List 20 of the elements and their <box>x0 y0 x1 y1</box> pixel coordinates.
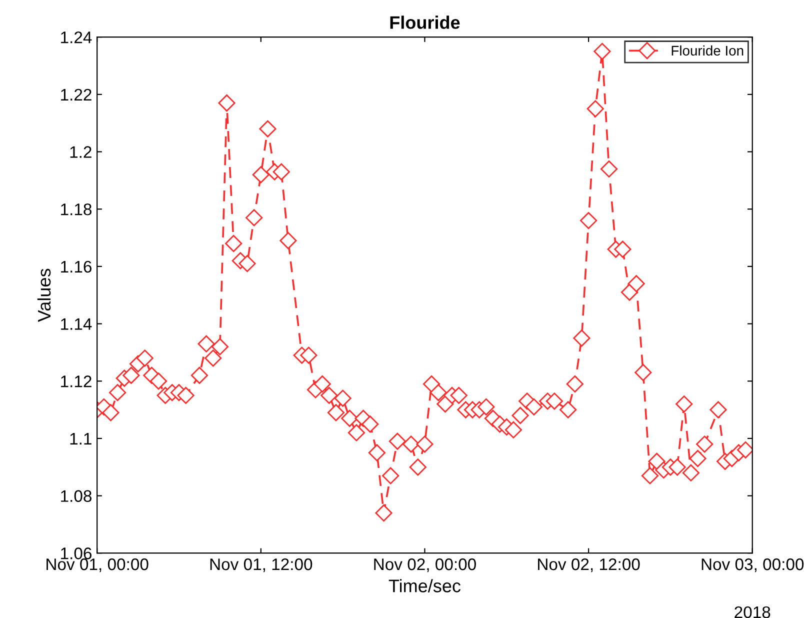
y-tick-label: 1.08 <box>61 490 92 502</box>
chart-title: Flouride <box>390 16 460 29</box>
x-tick-label: Nov 03, 00:00 <box>702 558 804 572</box>
y-tick-label: 1.06 <box>61 548 92 560</box>
x-axis-title: Time/sec <box>388 579 461 592</box>
y-tick-label: 1.18 <box>61 203 92 216</box>
y-tick-label: 1.2 <box>70 146 92 158</box>
y-tick-label: 1.14 <box>61 318 92 330</box>
y-axis-title: Values <box>37 268 51 322</box>
x-tick-label: Nov 01, 12:00 <box>210 558 312 572</box>
x-tick-label: Nov 01, 00:00 <box>46 558 148 572</box>
y-tick-label: 1.12 <box>61 376 92 388</box>
legend-label: Flouride Ion <box>672 45 744 56</box>
y-tick-label: 1.22 <box>61 88 92 100</box>
x-tick-label: Nov 02, 12:00 <box>538 558 640 572</box>
x-tick-label: Nov 02, 00:00 <box>374 558 476 572</box>
y-tick-label: 1.1 <box>70 433 92 444</box>
y-tick-label: 1.16 <box>61 260 92 273</box>
text: 2018 <box>734 606 770 618</box>
y-tick-label: 1.24 <box>61 31 92 44</box>
